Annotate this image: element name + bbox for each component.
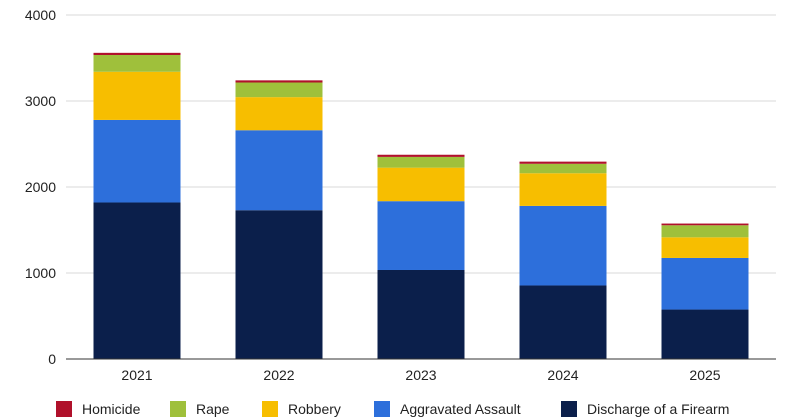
legend-swatch: [56, 401, 72, 417]
bar-segment-robbery-2022: [235, 97, 323, 131]
x-axis-tick-labels: 2021 2022 2023 2024 2025: [121, 367, 720, 383]
y-tick-label: 1000: [25, 265, 56, 281]
bar-segment-rape-2024: [519, 163, 607, 174]
bar-segment-discharge-of-a-firearm-2024: [519, 285, 607, 359]
bar-segment-aggravated-assault-2022: [235, 130, 323, 211]
legend-swatch: [374, 401, 390, 417]
bar-group-2022: [235, 80, 323, 359]
legend-swatch: [262, 401, 278, 417]
legend-label: Aggravated Assault: [400, 401, 521, 417]
bar-segment-rape-2022: [235, 82, 323, 98]
legend-item: Robbery: [262, 401, 341, 417]
legend-label: Robbery: [288, 401, 341, 417]
bar-segment-aggravated-assault-2024: [519, 205, 607, 286]
bar-group-2025: [661, 223, 749, 359]
y-tick-label: 2000: [25, 179, 56, 195]
bar-group-2021: [93, 52, 181, 359]
bar-segment-rape-2025: [661, 225, 749, 238]
x-tick-label: 2025: [689, 367, 720, 383]
legend-swatch: [561, 401, 577, 417]
bar-segment-robbery-2024: [519, 173, 607, 206]
bar-segment-homicide-2021: [93, 52, 181, 55]
bar-segment-discharge-of-a-firearm-2021: [93, 202, 181, 359]
legend-label: Rape: [196, 401, 230, 417]
bar-segment-discharge-of-a-firearm-2022: [235, 210, 323, 359]
bar-segment-aggravated-assault-2023: [377, 201, 465, 270]
legend-swatch: [170, 401, 186, 417]
y-axis-tick-labels: 0 1000 2000 3000 4000: [25, 7, 56, 367]
bar-segment-robbery-2023: [377, 167, 465, 202]
bar-segment-aggravated-assault-2025: [661, 257, 749, 310]
bar-segment-homicide-2022: [235, 80, 323, 83]
x-tick-label: 2022: [263, 367, 294, 383]
bar-segment-discharge-of-a-firearm-2025: [661, 309, 749, 359]
x-tick-label: 2024: [547, 367, 578, 383]
x-tick-label: 2021: [121, 367, 152, 383]
legend: Homicide Rape Robbery Aggravated Assault Dis…: [56, 401, 729, 417]
bar-segment-homicide-2024: [519, 161, 607, 164]
bar-segment-aggravated-assault-2021: [93, 119, 181, 203]
y-tick-label: 0: [48, 351, 56, 367]
legend-label: Homicide: [82, 401, 141, 417]
bar-group-2023: [377, 154, 465, 359]
bar-segment-rape-2021: [93, 54, 181, 72]
bar-segment-rape-2023: [377, 156, 465, 168]
bar-segment-discharge-of-a-firearm-2023: [377, 269, 465, 359]
bar-segment-robbery-2021: [93, 71, 181, 120]
y-tick-label: 4000: [25, 7, 56, 23]
bar-segment-homicide-2023: [377, 154, 465, 157]
legend-item: Aggravated Assault: [374, 401, 521, 417]
x-tick-label: 2023: [405, 367, 436, 383]
legend-label: Discharge of a Firearm: [587, 401, 729, 417]
legend-item: Discharge of a Firearm: [561, 401, 729, 417]
legend-item: Homicide: [56, 401, 141, 417]
bar-segment-homicide-2025: [661, 223, 749, 226]
y-tick-label: 3000: [25, 93, 56, 109]
bar-group-2024: [519, 161, 607, 359]
bar-segment-robbery-2025: [661, 237, 749, 258]
bars: [93, 52, 749, 359]
legend-item: Rape: [170, 401, 230, 417]
